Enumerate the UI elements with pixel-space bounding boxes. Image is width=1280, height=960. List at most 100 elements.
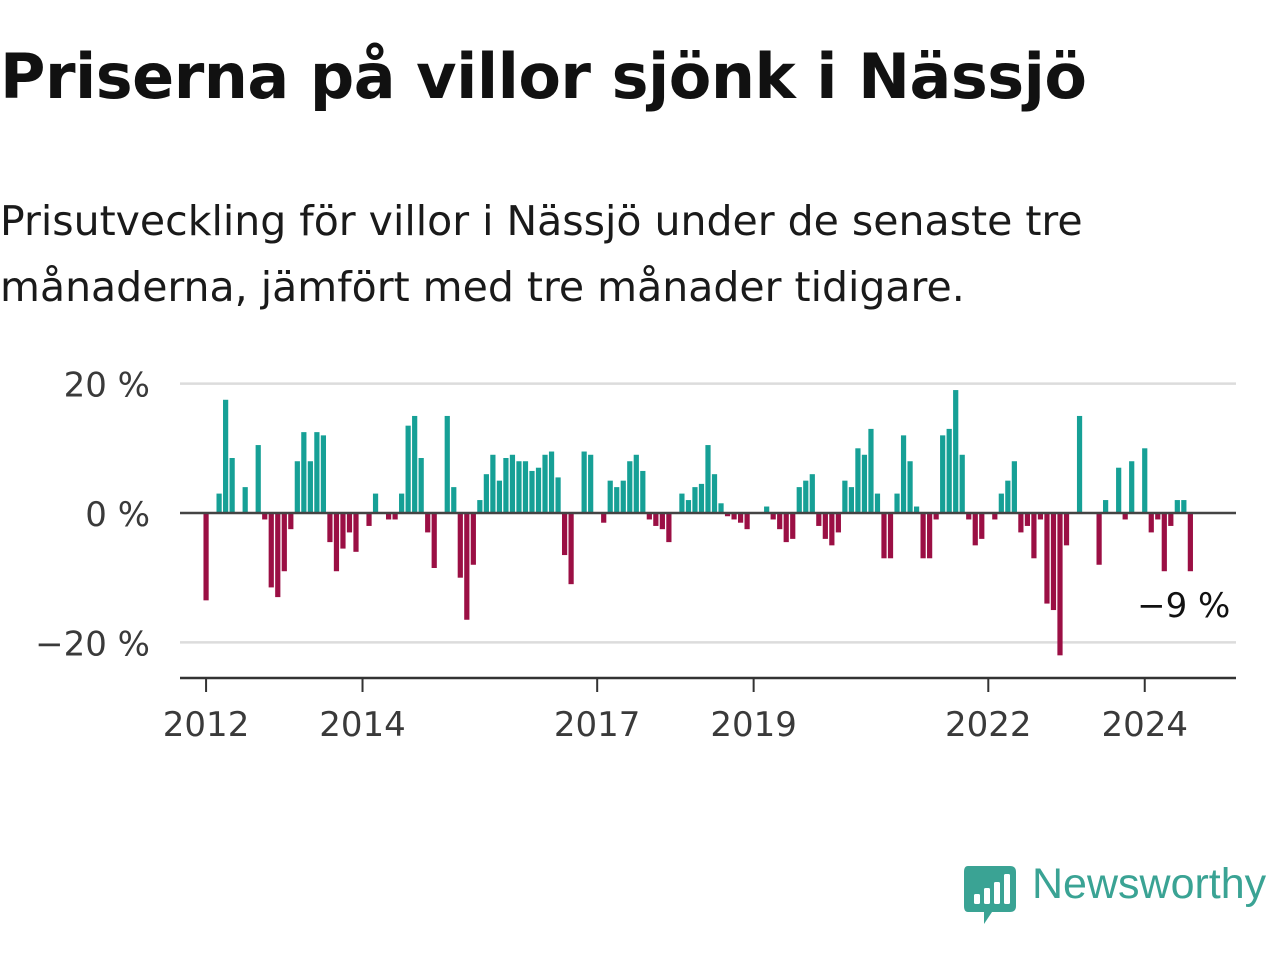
bar bbox=[288, 513, 294, 530]
bar bbox=[646, 513, 652, 520]
bar bbox=[913, 506, 920, 513]
bar bbox=[333, 513, 340, 572]
bar bbox=[281, 513, 287, 572]
bar bbox=[307, 461, 313, 513]
bar bbox=[620, 480, 626, 513]
bar-chart: 20 % 0 % −20 % 2012 2014 2017 2019 2022 2024 −9 % bbox=[35, 366, 1236, 745]
bar bbox=[835, 513, 841, 533]
bar bbox=[203, 513, 209, 601]
bar bbox=[1168, 513, 1174, 526]
x-tick-label: 2014 bbox=[319, 705, 406, 745]
bar bbox=[1011, 461, 1017, 513]
data-label: −9 % bbox=[1137, 586, 1230, 626]
bar bbox=[796, 487, 802, 513]
bar bbox=[542, 454, 548, 513]
bar bbox=[829, 513, 835, 546]
bar bbox=[385, 513, 392, 520]
bar bbox=[470, 513, 476, 565]
bar bbox=[724, 513, 731, 517]
bar bbox=[268, 513, 274, 588]
bar bbox=[477, 500, 483, 513]
bar bbox=[1103, 500, 1109, 513]
bar bbox=[301, 432, 307, 514]
bar bbox=[783, 513, 789, 543]
bar bbox=[1155, 513, 1161, 520]
bar bbox=[1122, 513, 1128, 520]
bar bbox=[790, 513, 796, 539]
bar bbox=[816, 513, 822, 526]
bar bbox=[405, 425, 411, 513]
bar bbox=[666, 513, 672, 543]
bar bbox=[933, 513, 939, 520]
bar bbox=[1161, 513, 1167, 572]
bar bbox=[1096, 513, 1102, 565]
bar bbox=[1174, 500, 1180, 513]
bar bbox=[998, 493, 1004, 513]
bar bbox=[1031, 513, 1037, 559]
bar bbox=[737, 513, 744, 523]
bar bbox=[555, 477, 561, 513]
x-tick-label: 2019 bbox=[710, 705, 797, 745]
bar bbox=[887, 513, 894, 559]
bar bbox=[920, 513, 926, 559]
bar bbox=[509, 454, 516, 513]
bar bbox=[581, 451, 587, 513]
bar bbox=[992, 513, 998, 520]
bar bbox=[698, 483, 705, 513]
bar bbox=[940, 435, 946, 513]
bar bbox=[275, 513, 281, 598]
bar bbox=[679, 493, 685, 513]
bar bbox=[1018, 513, 1024, 533]
bar bbox=[848, 487, 855, 513]
bar bbox=[1148, 513, 1154, 533]
page-title: Priserna på villor sjönk i Nässjö bbox=[0, 40, 1087, 113]
bar bbox=[692, 487, 698, 513]
bar bbox=[262, 513, 268, 520]
bar bbox=[1187, 513, 1193, 572]
bar bbox=[711, 474, 718, 513]
bar bbox=[1024, 513, 1031, 526]
bar bbox=[927, 513, 933, 559]
x-tick-label: 2017 bbox=[554, 705, 641, 745]
bar bbox=[483, 474, 489, 513]
bar bbox=[1037, 513, 1044, 520]
bar bbox=[490, 454, 496, 513]
bar bbox=[685, 500, 692, 513]
y-tick-label: 0 % bbox=[85, 495, 150, 535]
brand-name: Newsworthy bbox=[1032, 860, 1267, 908]
bar bbox=[777, 513, 783, 530]
bar bbox=[412, 415, 418, 513]
bar bbox=[731, 513, 737, 520]
bar bbox=[496, 480, 503, 513]
bar bbox=[1181, 500, 1187, 513]
x-tick-label: 2012 bbox=[163, 705, 250, 745]
bar bbox=[216, 493, 222, 513]
bar bbox=[601, 513, 607, 523]
bar bbox=[842, 480, 848, 513]
bar bbox=[1076, 415, 1083, 513]
bar bbox=[464, 513, 470, 620]
bar bbox=[529, 470, 535, 513]
bar bbox=[1005, 480, 1011, 513]
bar bbox=[627, 461, 633, 513]
bar bbox=[294, 461, 300, 513]
bar bbox=[457, 513, 463, 578]
bar bbox=[972, 513, 978, 546]
bar bbox=[1057, 513, 1063, 656]
bar bbox=[242, 487, 248, 513]
bar bbox=[874, 493, 881, 513]
bar bbox=[314, 432, 320, 514]
bar bbox=[1142, 448, 1148, 513]
bar bbox=[1044, 513, 1050, 604]
bar bbox=[399, 493, 405, 513]
bar bbox=[953, 390, 959, 513]
bar bbox=[366, 513, 372, 526]
bar bbox=[822, 513, 828, 539]
bar bbox=[223, 399, 229, 513]
bar bbox=[372, 493, 379, 513]
bar bbox=[633, 454, 639, 513]
y-tick-label: 20 % bbox=[64, 366, 150, 406]
bar bbox=[959, 454, 965, 513]
bar bbox=[659, 513, 665, 530]
bar bbox=[425, 513, 431, 533]
